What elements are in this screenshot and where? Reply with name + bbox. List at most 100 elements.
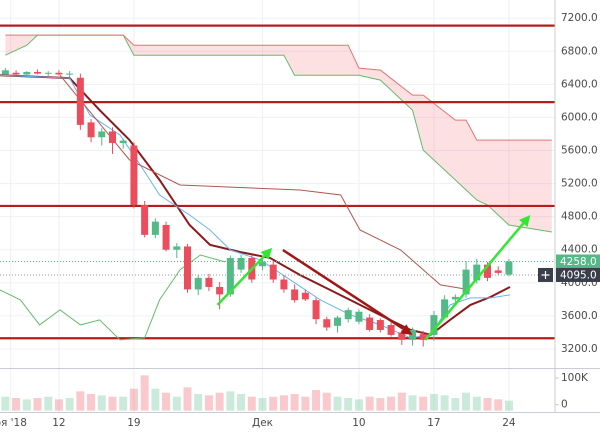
volume-bar	[504, 400, 513, 411]
volume-bar	[279, 395, 288, 411]
candle-body	[312, 300, 320, 320]
x-tick-label: 12	[52, 417, 65, 429]
candle-body	[119, 140, 127, 144]
price-label: 4095.0	[560, 269, 597, 281]
candle-body	[194, 277, 202, 290]
volume-bar	[119, 396, 128, 411]
candle-body	[12, 72, 20, 75]
price-label: 4258.0	[560, 256, 597, 268]
candle-body	[398, 332, 406, 340]
candle-body	[376, 320, 384, 330]
arrow-head	[519, 215, 531, 227]
volume-bar	[204, 395, 213, 411]
y-tick-label: 3600.0	[561, 310, 598, 322]
candle-body	[259, 262, 266, 267]
candle-body	[409, 329, 416, 340]
volume-bar	[108, 396, 117, 411]
candle-body	[494, 270, 502, 273]
indicator-line	[0, 254, 226, 341]
volume-bar	[483, 398, 492, 411]
cloud-span-b	[5, 34, 552, 141]
volume-bar	[301, 396, 310, 411]
candle-body	[205, 277, 213, 287]
crosshair-plus	[541, 270, 550, 279]
volume-bar	[322, 392, 331, 411]
y-tick-label: 7200.0	[561, 12, 598, 24]
volume-bar	[451, 398, 460, 411]
volume-bar	[365, 396, 374, 411]
volume-tick-label: 0	[561, 399, 568, 411]
volume-bar	[344, 398, 353, 411]
volume-bar	[215, 392, 224, 411]
volume-bar	[97, 395, 106, 411]
volume-bar	[194, 394, 203, 411]
volume-bar	[387, 396, 396, 411]
candle-body	[419, 334, 427, 340]
x-tick-label: 19	[127, 417, 140, 429]
arrow-head	[260, 247, 273, 260]
candle-body	[76, 77, 84, 125]
candle-body	[98, 131, 106, 138]
candle-body	[387, 324, 395, 335]
volume-bar	[258, 398, 267, 411]
candle-body	[130, 145, 138, 206]
volume-bar	[376, 398, 385, 411]
axes: 3200.03600.04000.04400.04800.05200.05600…	[0, 12, 600, 429]
candle-body	[151, 221, 159, 235]
volume-bar	[419, 396, 428, 411]
x-tick-label: оя '18	[0, 417, 27, 429]
x-tick-label: Дек	[252, 417, 273, 429]
volume-bar	[172, 396, 181, 411]
volume-bar	[397, 392, 406, 411]
volume-bar	[44, 396, 53, 411]
price-label-box	[556, 267, 600, 282]
volume-bar	[226, 391, 235, 411]
cloud-fill	[5, 35, 552, 232]
y-tick-label: 6800.0	[561, 45, 598, 57]
candle-body	[109, 131, 116, 144]
candle-body	[451, 296, 459, 300]
volume-bar	[269, 396, 278, 411]
candle-body	[226, 258, 234, 295]
volume-bar	[429, 394, 438, 411]
volume-bar	[22, 399, 31, 411]
candle-body	[441, 299, 449, 318]
volume-bar	[408, 395, 417, 411]
candle-body	[430, 315, 438, 335]
x-tick-label: 17	[427, 417, 440, 429]
candle-body	[1, 70, 9, 75]
arrow-shaft	[424, 222, 525, 341]
volume-bar	[129, 388, 138, 411]
candle-body	[280, 279, 288, 290]
candle-body	[355, 311, 363, 322]
volume-pane	[1, 375, 513, 411]
candle-body	[344, 310, 352, 320]
y-tick-label: 6400.0	[561, 78, 598, 90]
candle-body	[216, 286, 224, 295]
y-tick-label: 5200.0	[561, 178, 598, 190]
candle-body	[34, 71, 41, 74]
volume-bar	[247, 396, 256, 411]
candle-body	[162, 224, 170, 250]
volume-bar	[333, 396, 342, 411]
arrow-head	[400, 324, 413, 335]
candle-body	[484, 264, 491, 278]
candle-body	[44, 72, 52, 74]
candle-body	[366, 317, 374, 330]
volume-bar	[237, 394, 246, 411]
volume-bar	[76, 391, 85, 411]
candle-body	[87, 122, 95, 138]
volume-bar	[290, 394, 299, 411]
y-tick-label: 6000.0	[561, 111, 598, 123]
volume-bar	[494, 399, 503, 411]
x-tick-label: 10	[352, 417, 365, 429]
candle-body	[66, 73, 74, 75]
volume-bar	[87, 394, 96, 411]
volume-bar	[440, 395, 449, 411]
candle-body	[505, 261, 513, 275]
volume-bar	[140, 375, 149, 411]
volume-bar	[183, 387, 192, 411]
candle-body	[323, 319, 331, 328]
volume-bar	[1, 396, 10, 411]
candle-body	[237, 258, 245, 270]
